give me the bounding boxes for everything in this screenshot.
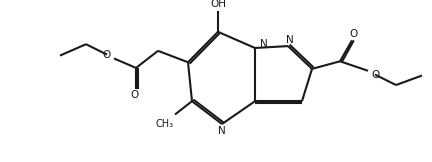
Text: O: O — [131, 91, 139, 100]
Text: O: O — [371, 70, 379, 80]
Text: N: N — [260, 39, 268, 49]
Text: O: O — [350, 29, 358, 39]
Text: O: O — [103, 50, 111, 60]
Text: N: N — [286, 35, 294, 45]
Text: OH: OH — [210, 0, 226, 9]
Text: CH₃: CH₃ — [156, 119, 174, 129]
Text: N: N — [218, 126, 226, 136]
